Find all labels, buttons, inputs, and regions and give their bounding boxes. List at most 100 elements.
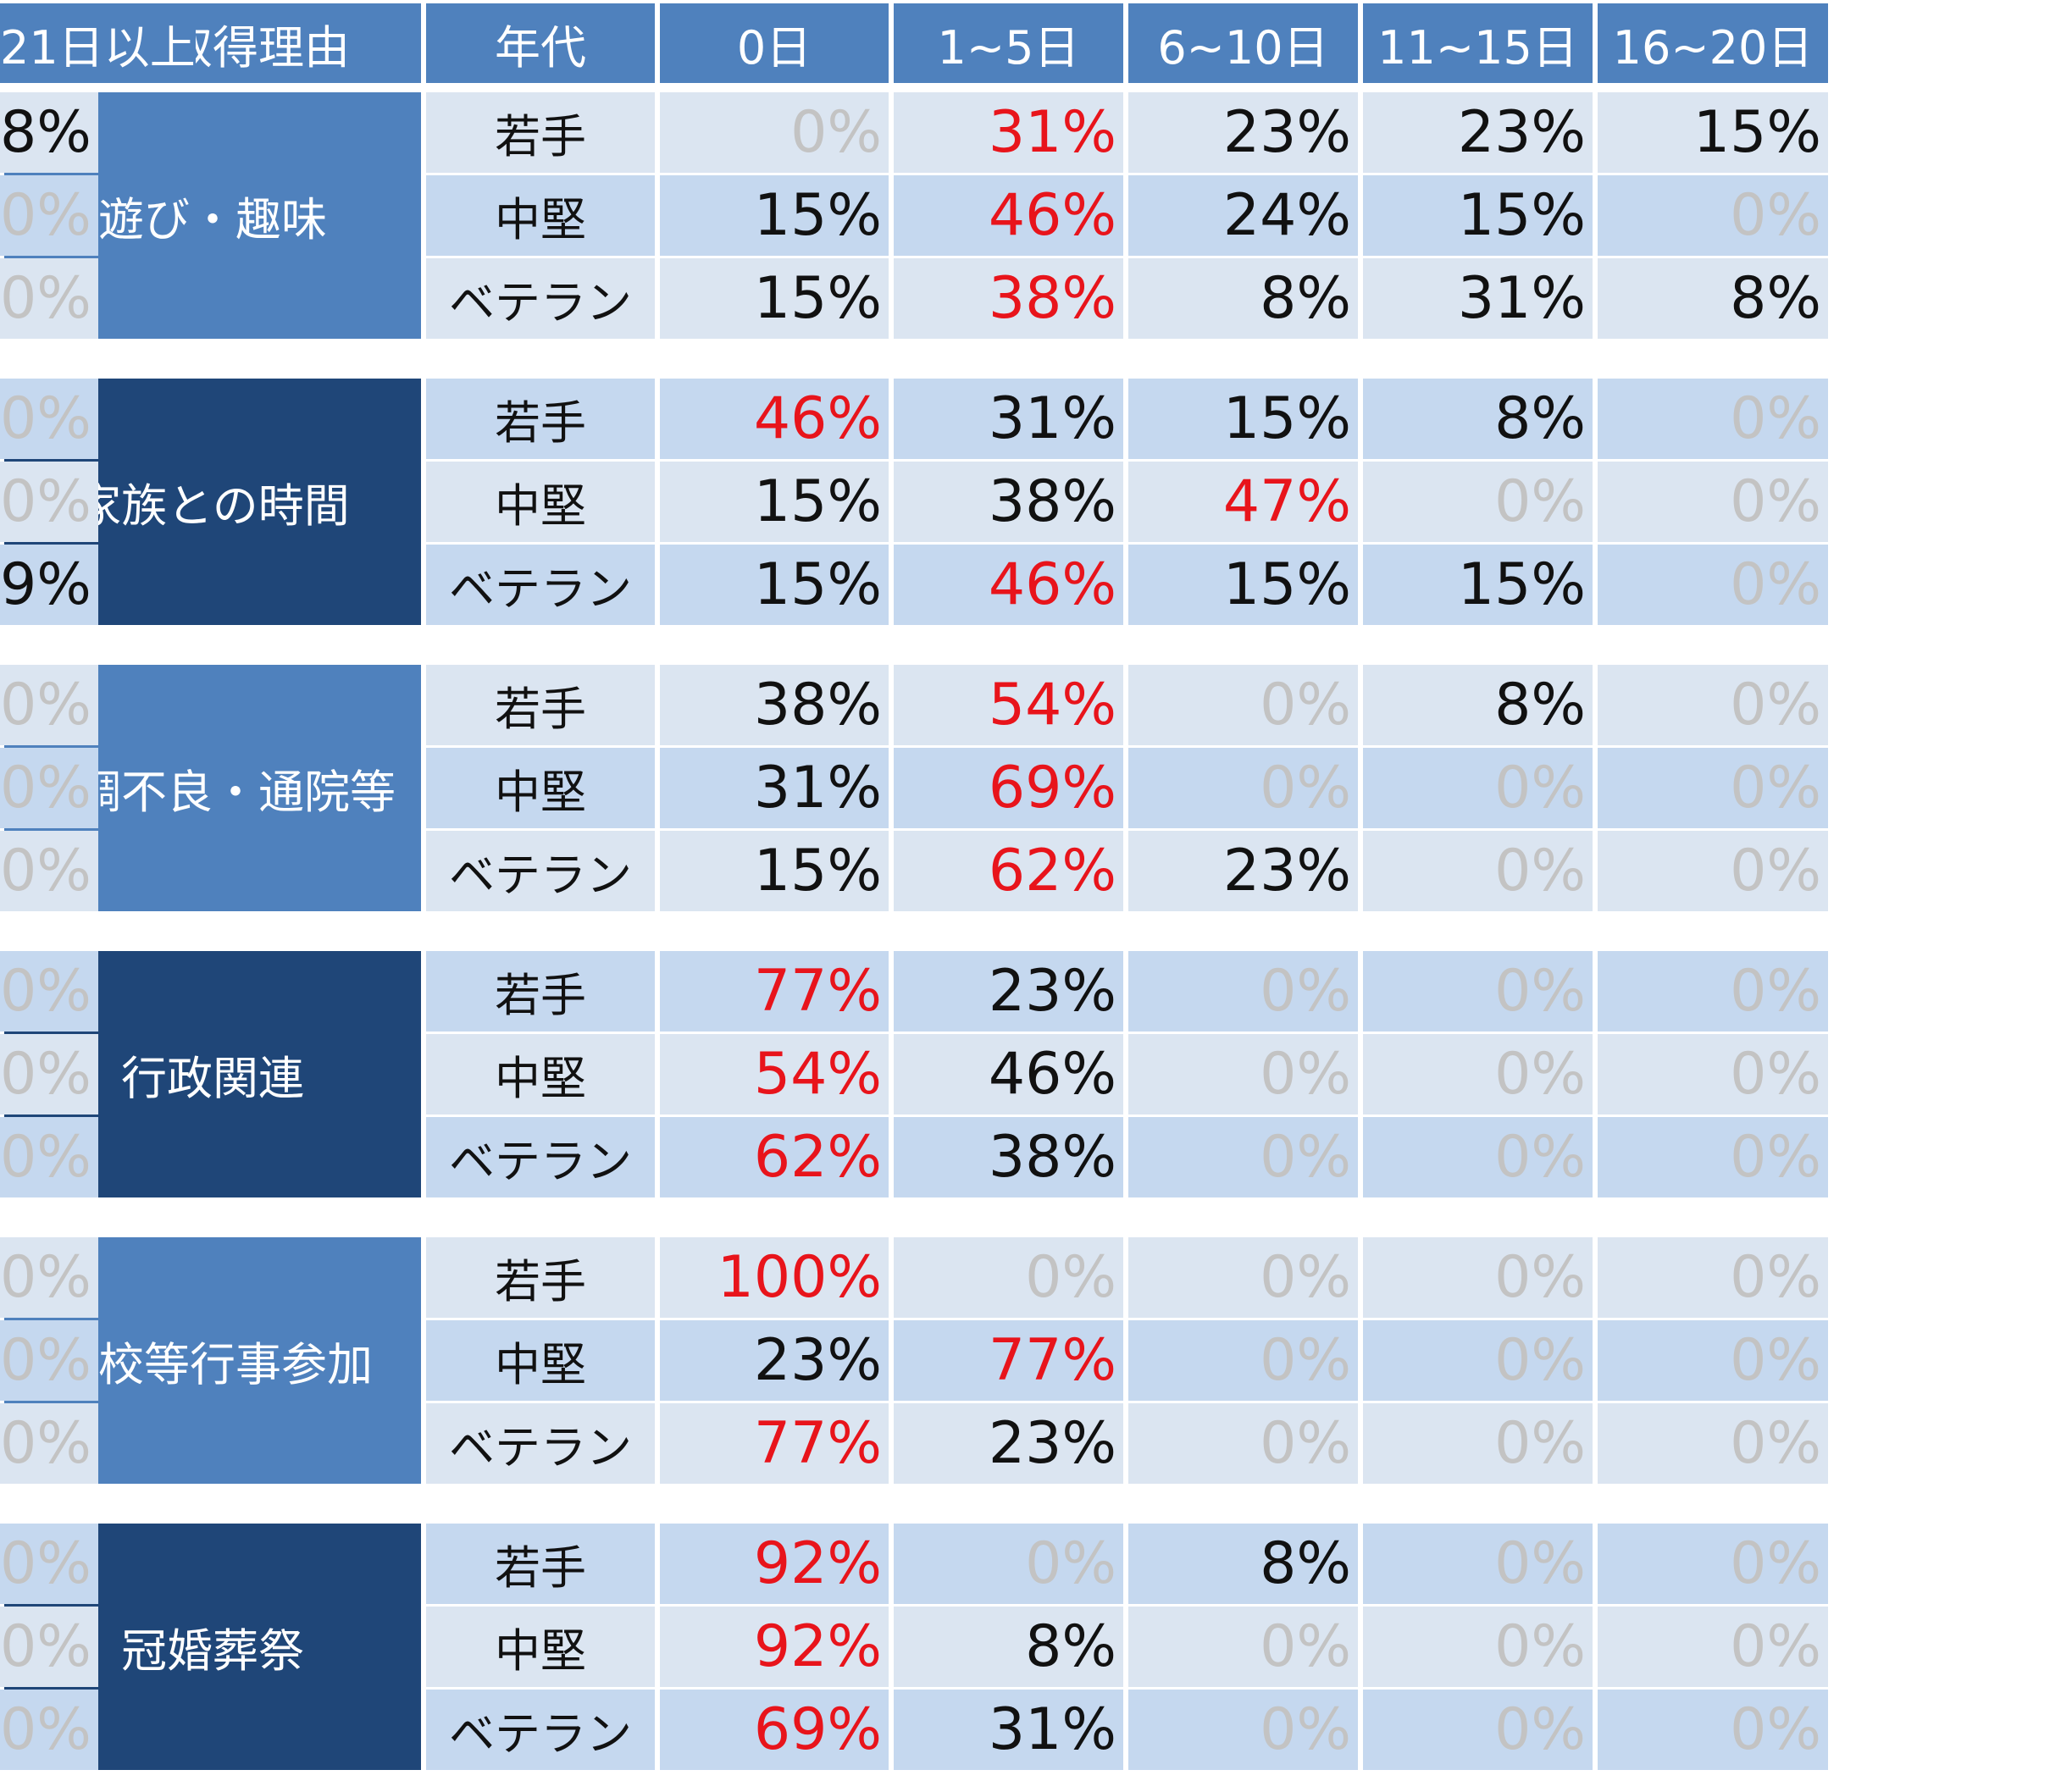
percent-cell: 0%: [0, 951, 98, 1032]
percent-cell: 0%: [1598, 1320, 1828, 1401]
percent-cell: 0%: [1598, 1690, 1828, 1770]
percent-cell: 15%: [660, 545, 889, 625]
age-group-label: ベテラン: [426, 831, 655, 911]
percent-cell: 0%: [1363, 1117, 1593, 1197]
percent-cell: 9%: [0, 545, 98, 625]
percent-cell: 0%: [0, 1034, 98, 1114]
percent-cell: 0%: [0, 1690, 98, 1770]
percent-cell: 0%: [1128, 665, 1358, 745]
percent-cell: 38%: [660, 665, 889, 745]
percent-cell: 38%: [894, 1117, 1123, 1197]
percent-cell: 0%: [660, 92, 889, 173]
percent-cell: 0%: [0, 1117, 98, 1197]
percent-cell: 0%: [1598, 831, 1828, 911]
percent-cell: 69%: [660, 1690, 889, 1770]
percent-cell: 0%: [0, 1237, 98, 1318]
percent-cell: 31%: [894, 92, 1123, 173]
percent-cell: 15%: [1363, 545, 1593, 625]
percent-cell: 47%: [1128, 462, 1358, 542]
age-group-label: 若手: [426, 665, 655, 745]
percent-cell: 0%: [1128, 748, 1358, 828]
age-group-label: 若手: [426, 951, 655, 1032]
percent-cell: 0%: [0, 175, 98, 256]
percent-cell: 0%: [1598, 545, 1828, 625]
percent-cell: 15%: [660, 258, 889, 339]
percent-cell: 0%: [0, 258, 98, 339]
percent-cell: 0%: [1598, 175, 1828, 256]
age-group-label: ベテラン: [426, 1117, 655, 1197]
percent-cell: 0%: [1598, 379, 1828, 459]
percent-cell: 15%: [660, 175, 889, 256]
percent-cell: 0%: [1128, 1034, 1358, 1114]
percent-cell: 0%: [1363, 1237, 1593, 1318]
percent-cell: 0%: [1363, 1524, 1593, 1604]
percent-cell: 0%: [1363, 1607, 1593, 1687]
percent-cell: 15%: [1128, 545, 1358, 625]
percent-cell: 77%: [894, 1320, 1123, 1401]
age-group-label: ベテラン: [426, 258, 655, 339]
percent-cell: 0%: [0, 1524, 98, 1604]
percent-cell: 0%: [1598, 1607, 1828, 1687]
percent-cell: 69%: [894, 748, 1123, 828]
percent-cell: 31%: [660, 748, 889, 828]
percent-cell: 77%: [660, 1403, 889, 1484]
age-group-label: 中堅: [426, 748, 655, 828]
percent-cell: 0%: [1363, 1034, 1593, 1114]
age-group-label: ベテラン: [426, 1690, 655, 1770]
percent-cell: 0%: [1598, 665, 1828, 745]
percent-cell: 23%: [1128, 92, 1358, 173]
percent-cell: 8%: [894, 1607, 1123, 1687]
percent-cell: 0%: [1363, 1403, 1593, 1484]
age-group-label: 若手: [426, 1237, 655, 1318]
percent-cell: 0%: [0, 831, 98, 911]
percent-cell: 0%: [1598, 1524, 1828, 1604]
header-bucket: 1~5日: [894, 3, 1123, 83]
percent-cell: 15%: [1128, 379, 1358, 459]
percent-cell: 0%: [1363, 1690, 1593, 1770]
percent-cell: 23%: [1363, 92, 1593, 173]
percent-cell: 31%: [1363, 258, 1593, 339]
percent-cell: 54%: [894, 665, 1123, 745]
percent-cell: 0%: [1598, 951, 1828, 1032]
age-group-label: 中堅: [426, 1607, 655, 1687]
percent-cell: 0%: [1363, 951, 1593, 1032]
percent-cell: 0%: [1598, 1403, 1828, 1484]
percent-cell: 0%: [1363, 748, 1593, 828]
percent-cell: 8%: [1363, 379, 1593, 459]
percent-cell: 0%: [1598, 1237, 1828, 1318]
age-group-label: ベテラン: [426, 1403, 655, 1484]
age-group-label: 若手: [426, 379, 655, 459]
percent-cell: 77%: [660, 951, 889, 1032]
percent-cell: 0%: [1598, 748, 1828, 828]
percent-cell: 0%: [1128, 1607, 1358, 1687]
age-group-label: 中堅: [426, 1320, 655, 1401]
age-group-label: 若手: [426, 92, 655, 173]
percent-cell: 23%: [660, 1320, 889, 1401]
percent-cell: 38%: [894, 462, 1123, 542]
percent-cell: 0%: [1128, 1117, 1358, 1197]
percent-cell: 46%: [894, 175, 1123, 256]
percent-cell: 15%: [660, 831, 889, 911]
percent-cell: 0%: [0, 462, 98, 542]
percent-cell: 62%: [894, 831, 1123, 911]
header-bucket: 0日: [660, 3, 889, 83]
percent-cell: 0%: [0, 665, 98, 745]
percent-cell: 0%: [1128, 1690, 1358, 1770]
percent-cell: 0%: [1128, 1403, 1358, 1484]
percent-cell: 0%: [0, 748, 98, 828]
percent-cell: 100%: [660, 1237, 889, 1318]
header-age-group: 年代: [426, 3, 655, 83]
percent-cell: 54%: [660, 1034, 889, 1114]
age-group-label: 中堅: [426, 462, 655, 542]
age-group-label: 若手: [426, 1524, 655, 1604]
age-group-label: 中堅: [426, 175, 655, 256]
age-group-label: ベテラン: [426, 545, 655, 625]
age-group-label: 中堅: [426, 1034, 655, 1114]
percent-cell: 92%: [660, 1607, 889, 1687]
percent-cell: 23%: [894, 951, 1123, 1032]
percent-cell: 8%: [1128, 1524, 1358, 1604]
percent-cell: 46%: [660, 379, 889, 459]
percent-cell: 0%: [1598, 1117, 1828, 1197]
percent-cell: 24%: [1128, 175, 1358, 256]
